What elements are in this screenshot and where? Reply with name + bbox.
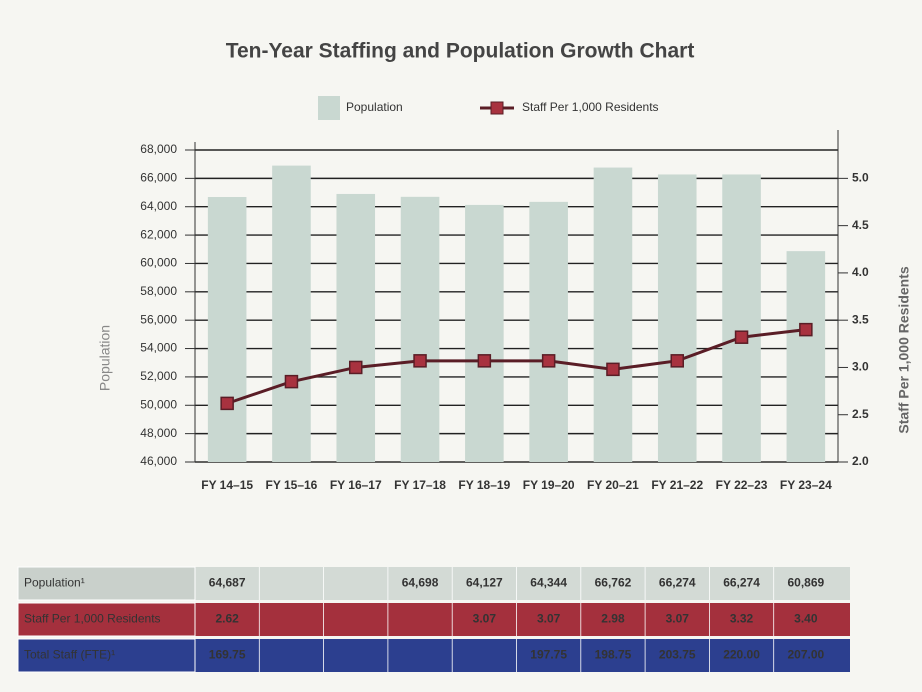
bar	[401, 197, 440, 462]
y2-tick-label: 2.0	[852, 454, 869, 468]
table-cell: 66,762	[595, 576, 632, 590]
bar	[658, 174, 697, 462]
y-tick-label: 54,000	[140, 341, 177, 355]
x-tick-label: FY 22–23	[716, 478, 768, 492]
y2-tick-label: 3.5	[852, 312, 869, 326]
marker	[221, 397, 233, 409]
marker	[800, 324, 812, 336]
bar	[208, 197, 247, 462]
y2-tick-label: 4.0	[852, 265, 869, 279]
table-cell: 203.75	[659, 648, 696, 662]
bar	[529, 202, 568, 462]
y-tick-label: 52,000	[140, 369, 177, 383]
y-tick-label: 48,000	[140, 426, 177, 440]
x-tick-label: FY 23–24	[780, 478, 832, 492]
x-tick-label: FY 20–21	[587, 478, 639, 492]
table-cell: 64,344	[530, 576, 567, 590]
y2-tick-label: 4.5	[852, 218, 869, 232]
marker	[414, 355, 426, 367]
marker	[285, 376, 297, 388]
row-label: Staff Per 1,000 Residents	[24, 612, 161, 626]
y2-tick-label: 3.0	[852, 360, 869, 374]
y-tick-label: 68,000	[140, 142, 177, 156]
table-cell: 64,687	[209, 576, 246, 590]
legend-label: Staff Per 1,000 Residents	[522, 100, 659, 114]
table-cell: 3.32	[730, 612, 754, 626]
table-cell: 198.75	[595, 648, 632, 662]
y-tick-label: 56,000	[140, 312, 177, 326]
bar	[722, 174, 761, 462]
table-cell: 207.00	[787, 648, 824, 662]
bar	[336, 194, 375, 462]
bar	[465, 205, 504, 462]
marker	[671, 355, 683, 367]
y2-axis-title: Staff Per 1,000 Residents	[896, 266, 912, 434]
bar	[594, 168, 633, 462]
y-tick-label: 58,000	[140, 284, 177, 298]
table-cell: 3.07	[537, 612, 561, 626]
row-label: Total Staff (FTE)¹	[24, 648, 115, 662]
table-cell: 197.75	[530, 648, 567, 662]
x-tick-label: FY 19–20	[523, 478, 575, 492]
table-cell: 3.07	[473, 612, 497, 626]
table-cell: 169.75	[209, 648, 246, 662]
legend-marker	[491, 102, 503, 114]
y2-tick-label: 5.0	[852, 171, 869, 185]
table-cell: 66,274	[659, 576, 696, 590]
x-tick-label: FY 21–22	[651, 478, 703, 492]
x-tick-label: FY 18–19	[458, 478, 510, 492]
table-cell: 64,698	[402, 576, 439, 590]
y-axis-title: Population	[97, 325, 113, 391]
marker	[478, 355, 490, 367]
table-cell: 3.40	[794, 612, 818, 626]
chart-title: Ten-Year Staffing and Population Growth …	[226, 40, 695, 63]
bar	[787, 251, 826, 462]
y-tick-label: 46,000	[140, 454, 177, 468]
table-cell: 2.98	[601, 612, 625, 626]
y-tick-label: 50,000	[140, 397, 177, 411]
table-cell: 220.00	[723, 648, 760, 662]
marker	[350, 361, 362, 373]
table-cell: 60,869	[787, 576, 824, 590]
x-tick-label: FY 17–18	[394, 478, 446, 492]
marker	[736, 331, 748, 343]
table-cell: 64,127	[466, 576, 503, 590]
legend-swatch	[318, 96, 340, 120]
y-tick-label: 66,000	[140, 171, 177, 185]
row-label: Population¹	[24, 576, 85, 590]
y-tick-label: 60,000	[140, 256, 177, 270]
marker	[607, 363, 619, 375]
table-cell: 66,274	[723, 576, 760, 590]
x-tick-label: FY 14–15	[201, 478, 253, 492]
table-cell: 3.07	[666, 612, 690, 626]
y-tick-label: 62,000	[140, 227, 177, 241]
y2-tick-label: 2.5	[852, 407, 869, 421]
x-tick-label: FY 16–17	[330, 478, 382, 492]
x-tick-label: FY 15–16	[266, 478, 318, 492]
marker	[543, 355, 555, 367]
bar	[272, 166, 311, 462]
chart: Ten-Year Staffing and Population Growth …	[0, 0, 922, 692]
legend-label: Population	[346, 100, 403, 114]
table-cell: 2.62	[215, 612, 239, 626]
y-tick-label: 64,000	[140, 199, 177, 213]
